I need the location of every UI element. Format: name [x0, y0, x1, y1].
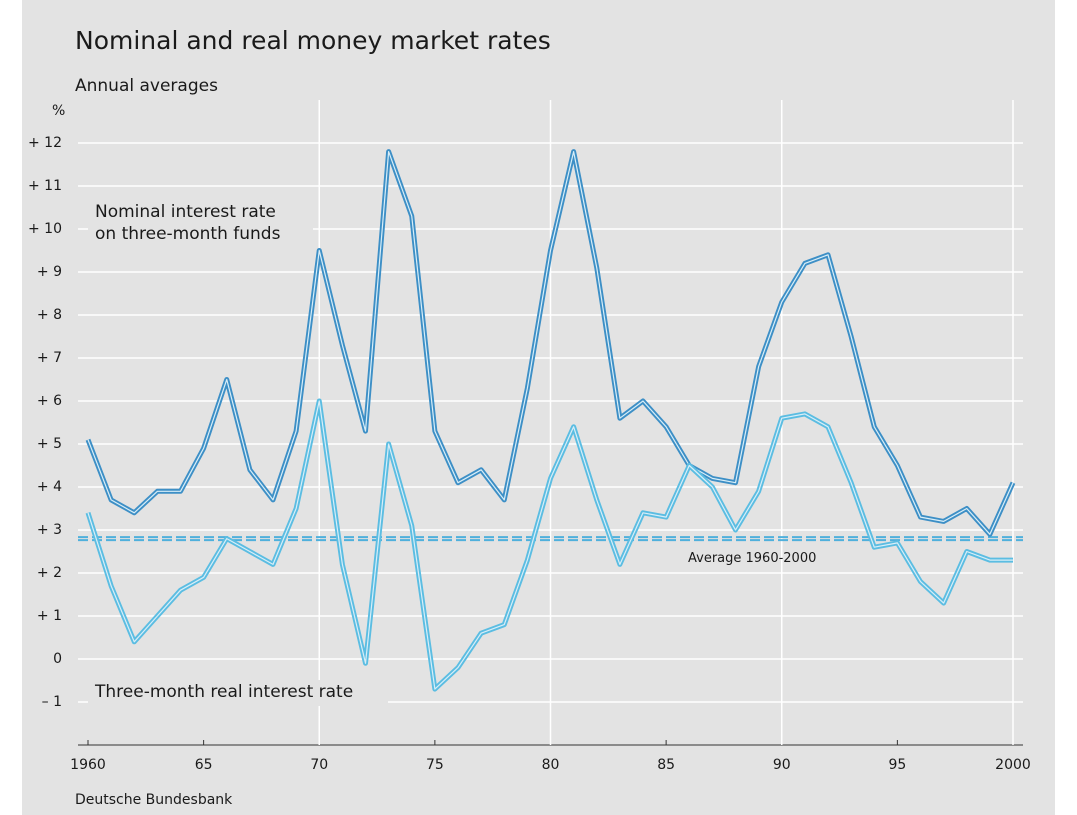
- y-tick-label: + 6: [37, 393, 62, 409]
- series-line-inner: [87, 151, 1014, 535]
- series-label: Three-month real interest rate: [94, 682, 353, 702]
- y-tick-label: + 8: [37, 307, 62, 323]
- y-tick-label: + 3: [37, 522, 62, 538]
- y-tick-label: + 2: [37, 565, 62, 581]
- y-unit: %: [52, 103, 65, 119]
- series-line-inner: [87, 400, 1013, 690]
- y-tick-label: + 11: [28, 178, 62, 194]
- series-label: Nominal interest rate: [95, 202, 276, 222]
- x-tick-label: 1960: [70, 757, 106, 773]
- y-tick-label: + 5: [37, 436, 62, 452]
- label-bg: [88, 198, 313, 248]
- y-tick-label: + 7: [37, 350, 62, 366]
- margin: [0, 0, 22, 815]
- y-tick-label: + 1: [37, 608, 62, 624]
- x-tick-label: 65: [195, 757, 213, 773]
- series-label: on three-month funds: [95, 224, 281, 244]
- x-tick-label: 2000: [995, 757, 1031, 773]
- x-tick-label: 95: [888, 757, 906, 773]
- y-tick-label: – 1: [42, 694, 62, 710]
- margin: [1055, 0, 1077, 815]
- x-tick-label: 90: [773, 757, 791, 773]
- x-tick-label: 85: [657, 757, 675, 773]
- label-bg: [88, 680, 388, 706]
- y-tick-label: + 10: [28, 221, 62, 237]
- subtitle: Annual averages: [75, 76, 218, 96]
- x-tick-label: 75: [426, 757, 444, 773]
- y-tick-label: 0: [53, 651, 62, 667]
- x-tick-label: 80: [542, 757, 560, 773]
- y-tick-label: + 9: [37, 264, 62, 280]
- source: Deutsche Bundesbank: [75, 792, 233, 808]
- chart-title: Nominal and real money market rates: [75, 26, 551, 55]
- x-tick-label: 70: [310, 757, 328, 773]
- y-tick-label: + 12: [28, 135, 62, 151]
- y-tick-label: + 4: [37, 479, 62, 495]
- average-label: Average 1960-2000: [688, 551, 816, 566]
